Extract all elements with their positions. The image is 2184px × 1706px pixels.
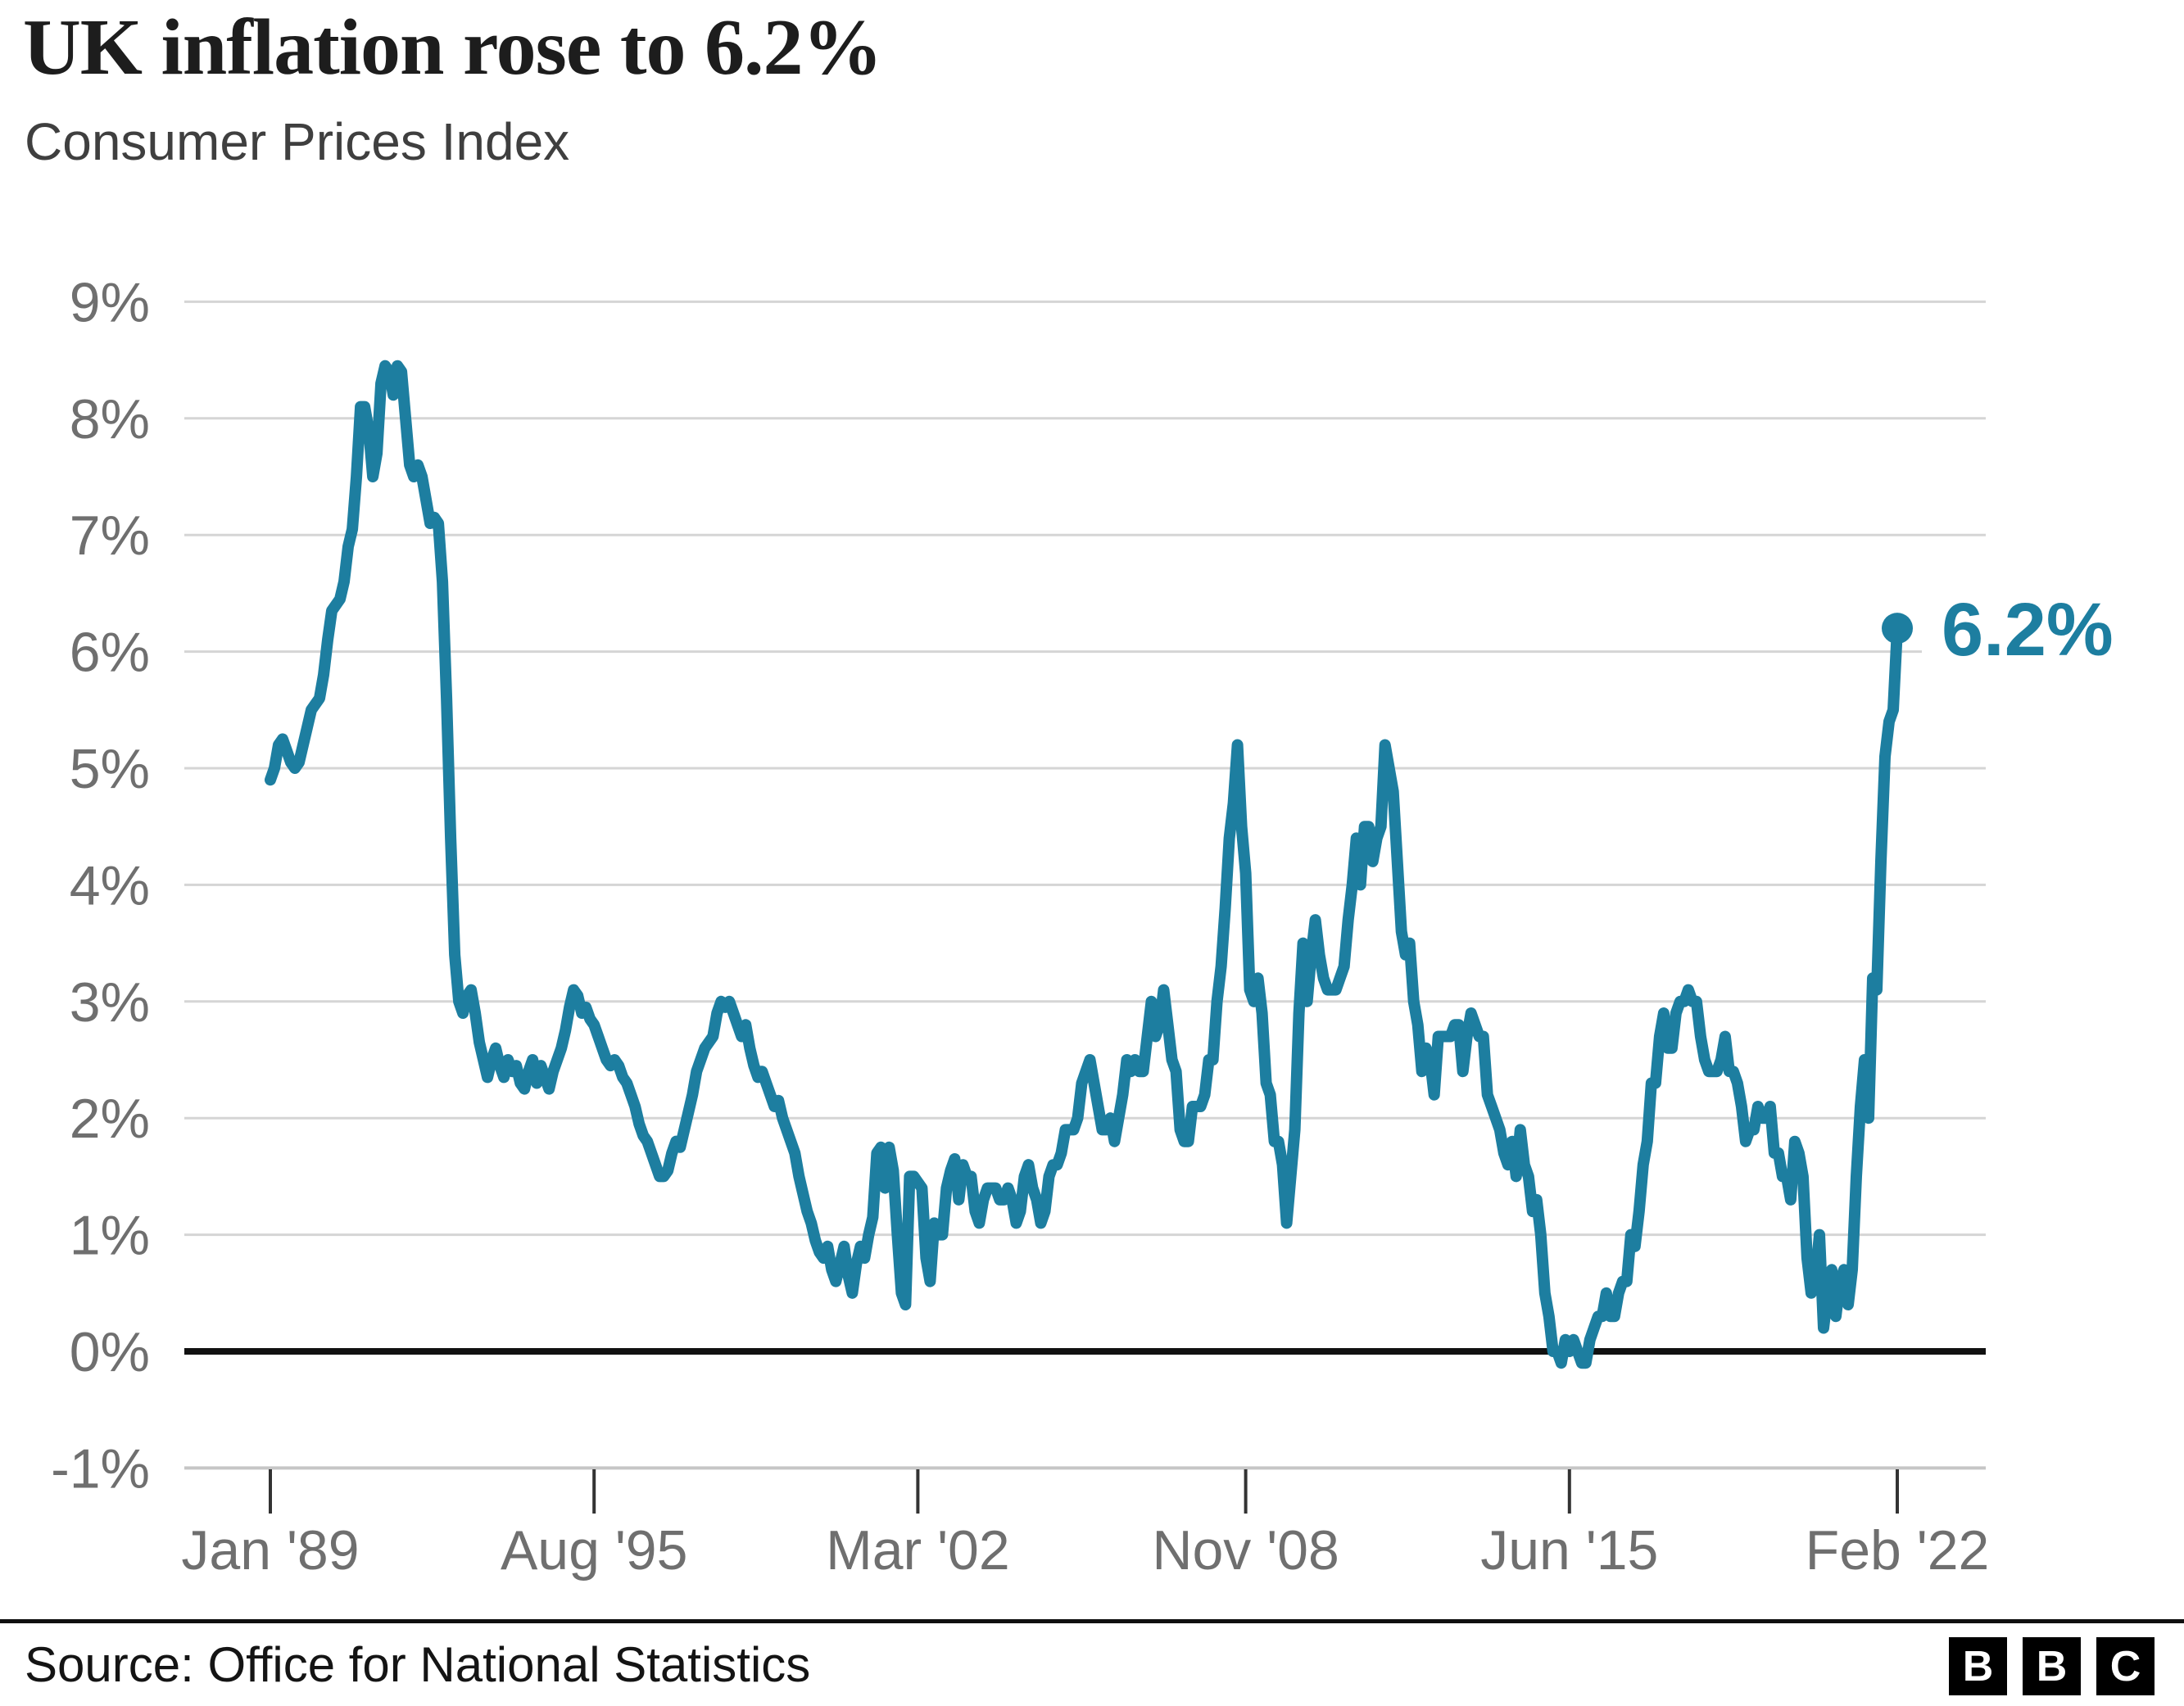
x-axis-label: Aug '95: [501, 1519, 688, 1582]
y-axis-label: 1%: [70, 1205, 150, 1267]
inflation-line: [265, 360, 1903, 1369]
x-axis-label: Jun '15: [1480, 1519, 1658, 1582]
x-axis-label: Jan '89: [181, 1519, 359, 1582]
y-axis-label: 7%: [70, 505, 150, 567]
y-axis-label: 2%: [70, 1088, 150, 1150]
bbc-logo: B B C: [1949, 1637, 2155, 1695]
bbc-logo-letter: B: [1962, 1642, 1994, 1690]
y-axis-label: 6%: [70, 622, 150, 684]
bbc-logo-block-b2: B: [2023, 1637, 2081, 1695]
x-axis-label: Nov '08: [1152, 1519, 1339, 1582]
y-axis-label: -1%: [51, 1437, 150, 1500]
bbc-logo-block-b1: B: [1949, 1637, 2007, 1695]
y-axis-label: 4%: [70, 854, 150, 916]
bbc-logo-letter: B: [2036, 1642, 2068, 1690]
x-axis-label: Feb '22: [1806, 1519, 1990, 1582]
page-title: UK inflation rose to 6.2%: [23, 3, 882, 92]
bbc-logo-letter: C: [2109, 1642, 2141, 1690]
bbc-logo-block-c: C: [2096, 1637, 2155, 1695]
footer-divider: [0, 1619, 2184, 1623]
chart-subtitle: Consumer Prices Index: [25, 112, 570, 171]
source-attribution: Source: Office for National Statistics: [25, 1637, 811, 1692]
last-point-marker: [1882, 613, 1913, 645]
y-axis-label: 3%: [70, 971, 150, 1034]
y-axis-label: 8%: [70, 388, 150, 450]
label-knockout: [1922, 573, 2184, 685]
y-axis-label: 9%: [70, 271, 150, 333]
x-axis-label: Mar '02: [826, 1519, 1010, 1582]
y-axis-label: 0%: [70, 1321, 150, 1383]
last-value-label: 6.2%: [1942, 588, 2114, 672]
y-axis-label: 5%: [70, 738, 150, 800]
